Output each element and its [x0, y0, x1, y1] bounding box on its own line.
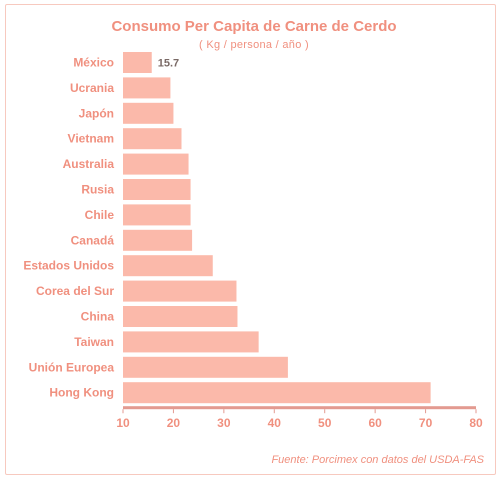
source-note: Fuente: Porcimex con datos del USDA-FAS — [271, 454, 484, 466]
bar-mexico — [123, 52, 152, 73]
bar-hong-kong — [123, 382, 431, 404]
category-label-corea-del-sur: Corea del Sur — [36, 284, 114, 298]
x-tick-label-60: 60 — [368, 416, 382, 430]
category-label-vietnam: Vietnam — [68, 132, 114, 146]
data-labels: 15.7 — [158, 58, 179, 70]
chart-frame — [5, 4, 496, 475]
x-tick-label-40: 40 — [268, 416, 282, 430]
x-tick-label-50: 50 — [318, 416, 332, 430]
x-axis: 10 20 30 40 50 60 70 80 — [116, 406, 483, 430]
category-label-mexico: México — [73, 56, 114, 70]
bar-australia — [123, 153, 189, 175]
category-label-chile: Chile — [85, 208, 115, 222]
bars-group — [123, 52, 431, 404]
category-label-canada: Canadá — [71, 233, 115, 247]
category-label-china: China — [81, 310, 115, 324]
bar-china — [123, 306, 238, 327]
bar-japon — [123, 102, 174, 124]
category-label-japon: Japón — [79, 106, 114, 120]
category-labels: México Ucrania Japón Vietnam Australia Rusia C… — [23, 56, 114, 400]
data-label-mexico: 15.7 — [158, 58, 179, 70]
bar-estados-unidos — [123, 255, 213, 277]
category-label-union-europea: Unión Europea — [29, 360, 115, 374]
x-tick-label-80: 80 — [469, 416, 483, 430]
bar-union-europea — [123, 356, 288, 378]
category-label-australia: Australia — [63, 157, 115, 171]
x-tick-label-10: 10 — [116, 416, 130, 430]
x-tick-label-20: 20 — [167, 416, 181, 430]
bar-chile — [123, 204, 191, 226]
bar-taiwan — [123, 331, 259, 353]
chart-title: Consumo Per Capita de Carne de Cerdo — [111, 18, 396, 35]
x-tick-label-30: 30 — [217, 416, 231, 430]
bar-corea-del-sur — [123, 280, 237, 302]
x-axis-line — [123, 406, 476, 410]
chart-subtitle: ( Kg / persona / año ) — [199, 39, 309, 51]
category-label-ucrania: Ucrania — [70, 81, 114, 95]
bar-vietnam — [123, 128, 182, 150]
category-label-estados-unidos: Estados Unidos — [23, 259, 114, 273]
category-label-rusia: Rusia — [81, 183, 114, 197]
x-tick-label-70: 70 — [419, 416, 433, 430]
bar-rusia — [123, 179, 191, 200]
bar-canada — [123, 229, 193, 251]
category-label-taiwan: Taiwan — [74, 335, 114, 349]
category-label-hong-kong: Hong Kong — [49, 386, 114, 400]
bar-ucrania — [123, 77, 171, 99]
